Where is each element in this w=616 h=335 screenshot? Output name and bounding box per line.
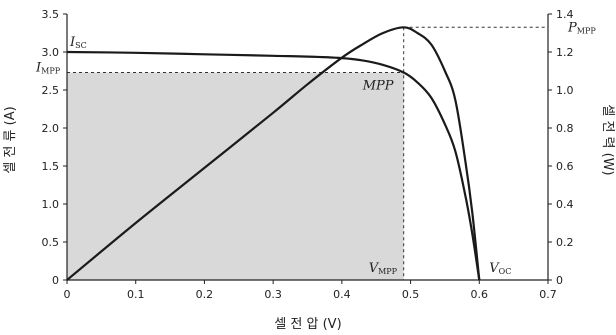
y-tick-left-label: 2.5 xyxy=(42,84,60,97)
y-tick-right-label: 1.0 xyxy=(556,84,574,97)
x-tick-label: 0.7 xyxy=(539,288,557,301)
y-axis-right-title: 셀 전 력 (W) xyxy=(600,104,615,175)
x-tick-label: 0 xyxy=(64,288,71,301)
y-tick-left-label: 0 xyxy=(52,274,59,287)
y-tick-right-label: 1.4 xyxy=(556,8,574,21)
y-tick-right-label: 1.2 xyxy=(556,46,574,59)
x-tick-label: 0.5 xyxy=(402,288,420,301)
x-axis-title: 셀 전 압 (V) xyxy=(274,317,341,332)
x-tick-label: 0.2 xyxy=(196,288,214,301)
power-voltage-curve xyxy=(66,26,481,281)
isc-label: ISC xyxy=(69,35,87,50)
y-tick-left-label: 2.0 xyxy=(42,122,60,135)
y-tick-right-label: 0.6 xyxy=(556,160,574,173)
pmpp-label: PMPP xyxy=(567,20,596,35)
mpp-power-area xyxy=(67,72,404,281)
y-tick-left-label: 3.5 xyxy=(42,8,60,21)
x-tick-label: 0.3 xyxy=(264,288,282,301)
y-tick-right-label: 0.4 xyxy=(556,198,574,211)
vmpp-label: VMPP xyxy=(369,261,398,276)
x-tick-label: 0.6 xyxy=(471,288,489,301)
y-tick-left-label: 0.5 xyxy=(42,236,60,249)
y-tick-left-label: 1.5 xyxy=(42,160,60,173)
voc-label: VOC xyxy=(489,261,511,276)
y-tick-right-label: 0.2 xyxy=(556,236,574,249)
impp-label: IMPP xyxy=(35,61,61,76)
y-tick-right-label: 0.8 xyxy=(556,122,574,135)
y-tick-left-label: 3.0 xyxy=(42,46,60,59)
y-tick-right-label: 0 xyxy=(556,274,563,287)
x-tick-label: 0.4 xyxy=(333,288,351,301)
y-tick-left-label: 1.0 xyxy=(42,198,60,211)
y-axis-left-title: 셀 전 류 (A) xyxy=(3,106,18,173)
current-voltage-curve xyxy=(66,50,481,281)
x-tick-label: 0.1 xyxy=(127,288,145,301)
mpp-label: MPP xyxy=(362,79,394,94)
